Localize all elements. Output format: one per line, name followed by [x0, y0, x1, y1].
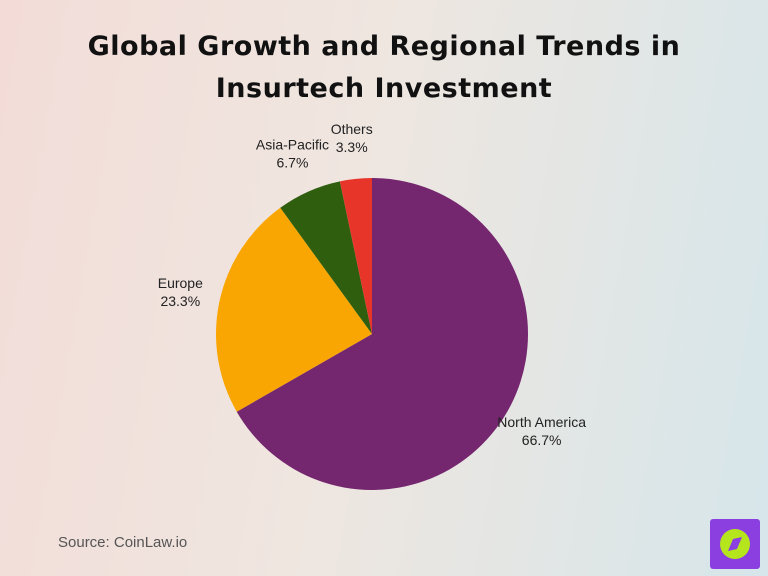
- pie-slice: [280, 181, 372, 334]
- value-label: 6.7%: [277, 155, 309, 171]
- slice-label: Asia-Pacific: [256, 137, 329, 153]
- source: Source: CoinLaw.io: [58, 534, 188, 551]
- value-label: 3.3%: [336, 139, 368, 155]
- pie-slice: [216, 207, 372, 412]
- pie-slice: [339, 178, 372, 334]
- value-label: 66.7%: [522, 432, 562, 448]
- slice-label: Europe: [158, 275, 203, 291]
- slice-label: Others: [331, 121, 373, 137]
- chart-title: Global Growth and Regional Trends in Ins…: [87, 31, 681, 104]
- value-label: 23.3%: [160, 293, 200, 309]
- slice-label: North America: [497, 414, 586, 430]
- logo: [710, 519, 760, 569]
- pie-slice: [236, 178, 528, 491]
